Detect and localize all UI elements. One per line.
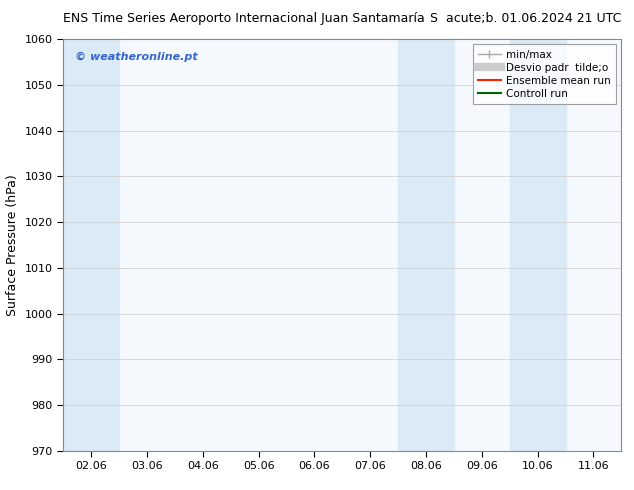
- Bar: [63, 39, 119, 451]
- Legend: min/max, Desvio padr  tilde;o, Ensemble mean run, Controll run: min/max, Desvio padr tilde;o, Ensemble m…: [473, 45, 616, 104]
- Bar: [398, 39, 454, 451]
- Y-axis label: Surface Pressure (hPa): Surface Pressure (hPa): [6, 174, 19, 316]
- Text: © weatheronline.pt: © weatheronline.pt: [75, 51, 197, 62]
- Bar: [510, 39, 566, 451]
- Text: ENS Time Series Aeroporto Internacional Juan Santamaría: ENS Time Series Aeroporto Internacional …: [63, 12, 425, 25]
- Text: S  acute;b. 01.06.2024 21 UTC: S acute;b. 01.06.2024 21 UTC: [430, 12, 621, 25]
